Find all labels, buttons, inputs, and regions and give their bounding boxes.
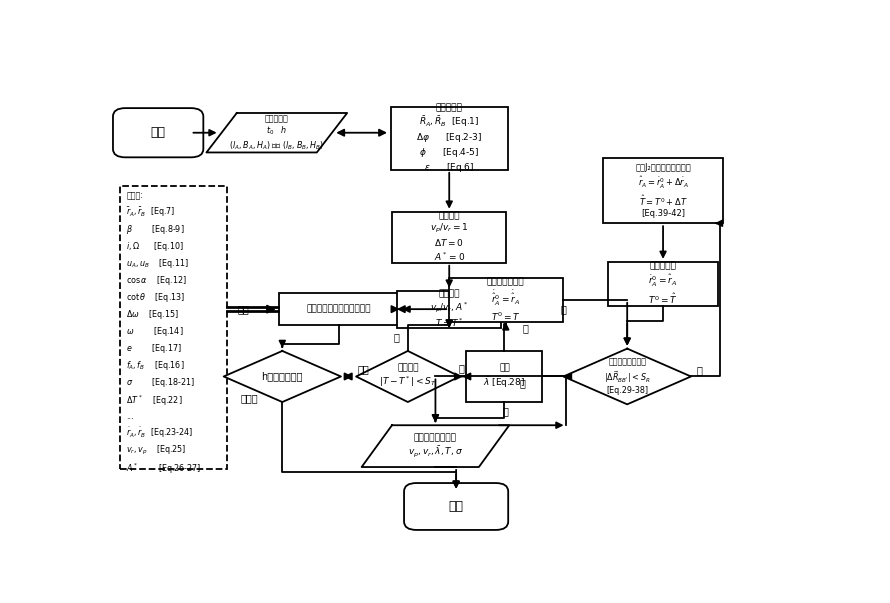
Text: 基于二体运动模型构造弹道: 基于二体运动模型构造弹道: [307, 305, 371, 314]
Text: 开始: 开始: [150, 126, 166, 139]
Polygon shape: [223, 351, 341, 402]
Polygon shape: [206, 113, 347, 153]
Text: 考虑J₂项摄动的微分改正
$\hat{r}_A = \dot{r}_A^0 + \Delta\dot{r}_A$
$\hat{T} = T^0 + \Delta: 考虑J₂项摄动的微分改正 $\hat{r}_A = \dot{r}_A^0 + …: [635, 163, 691, 218]
FancyBboxPatch shape: [392, 212, 506, 263]
FancyBboxPatch shape: [279, 293, 400, 326]
Text: 目标点位矢差判断
$|\Delta\vec{R}_{BB^{\prime}}| < S_R$
[Eq.29-38]: 目标点位矢差判断 $|\Delta\vec{R}_{BB^{\prime}}| …: [604, 358, 651, 396]
Text: 输出弹道设计参数
$v_p, v_r, \bar{\lambda}, T, \sigma$: 输出弹道设计参数 $v_p, v_r, \bar{\lambda}, T, \s…: [408, 433, 463, 459]
Text: 否: 否: [393, 332, 400, 342]
Text: 输入已知量
$t_0$   $h$
$(l_A,B_A,H_A)$ 以及 $(l_B,B_B,H_B)$: 输入已知量 $t_0$ $h$ $(l_A,B_A,H_A)$ 以及 $(l_B…: [230, 114, 324, 151]
FancyBboxPatch shape: [398, 291, 501, 328]
FancyBboxPatch shape: [119, 186, 227, 469]
Text: 迭代初值
$v_p/v_r = 1$
$\Delta T = 0$
$A^* = 0$: 迭代初值 $v_p/v_r = 1$ $\Delta T = 0$ $A^* =…: [430, 212, 469, 263]
FancyBboxPatch shape: [391, 107, 508, 169]
Text: 结果: 结果: [449, 500, 464, 513]
FancyBboxPatch shape: [449, 278, 562, 322]
Polygon shape: [563, 349, 691, 405]
FancyBboxPatch shape: [603, 158, 724, 223]
Text: h的合理性判断: h的合理性判断: [262, 371, 303, 382]
Text: 数据预处理
$\bar{R}_A,\bar{R}_B$  [Eq.1]
$\Delta\varphi$      [Eq.2-3]
$\phi$      [E: 数据预处理 $\bar{R}_A,\bar{R}_B$ [Eq.1] $\Del…: [417, 103, 482, 174]
FancyBboxPatch shape: [113, 108, 203, 157]
Text: 更新变量
$v_p/v_r, A^*$
$T = T^*$: 更新变量 $v_p/v_r, A^*$ $T = T^*$: [430, 289, 468, 329]
Text: 不合理: 不合理: [240, 393, 258, 403]
Text: 更新参考解
$\dot{r}_A^0 = \hat{r}_A$
$T^0 = \hat{T}$: 更新参考解 $\dot{r}_A^0 = \hat{r}_A$ $T^0 = \…: [648, 261, 678, 306]
FancyBboxPatch shape: [608, 262, 718, 306]
FancyBboxPatch shape: [466, 351, 542, 402]
Text: 调值判断
$|T - T^*| < S_T$: 调值判断 $|T - T^*| < S_T$: [379, 364, 437, 389]
Text: 求取
$\bar{\lambda}$ [Eq.28]: 求取 $\bar{\lambda}$ [Eq.28]: [483, 364, 525, 390]
Polygon shape: [361, 425, 509, 467]
Text: 包含: 包含: [238, 304, 249, 314]
Text: 否: 否: [696, 365, 702, 376]
Polygon shape: [356, 351, 459, 402]
Text: 或: 或: [560, 304, 566, 314]
Text: 或: 或: [522, 323, 528, 333]
FancyBboxPatch shape: [404, 483, 508, 530]
Text: 是: 是: [520, 379, 525, 388]
Text: 子步骤:
$\bar{r}_A, \bar{r}_B$  [Eq.7]
$\beta$        [Eq.8-9]
$i, \Omega$      [Eq: 子步骤: $\bar{r}_A, \bar{r}_B$ [Eq.7] $\bet…: [126, 192, 202, 476]
Text: 微分改正参考解
$\dot{\hat{r}}_A^0 = \dot{\hat{r}}_A$
$T^0 = T$: 微分改正参考解 $\dot{\hat{r}}_A^0 = \dot{\hat{r…: [487, 277, 524, 323]
Text: 合理: 合理: [358, 365, 369, 374]
Text: 或: 或: [502, 406, 508, 416]
Text: 是: 是: [458, 364, 465, 374]
